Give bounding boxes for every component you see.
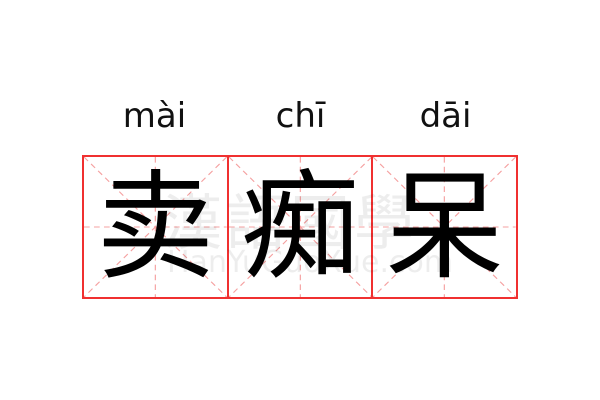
hanzi-1: 卖 [96,158,215,296]
character-cell: 卖 [84,157,227,297]
guide-lines [373,157,517,297]
hanzi-3: 呆 [385,158,504,296]
pinyin-2: chī [275,96,326,136]
guide-lines [228,157,372,297]
pinyin-3: dāi [419,96,472,136]
character-grid: 卖 痴 呆 [82,155,518,299]
character-cell: 痴 [226,157,372,297]
pinyin-1: mài [122,96,187,136]
hanzi-2: 痴 [241,158,360,296]
character-cell: 呆 [371,157,517,297]
guide-lines [84,157,227,297]
